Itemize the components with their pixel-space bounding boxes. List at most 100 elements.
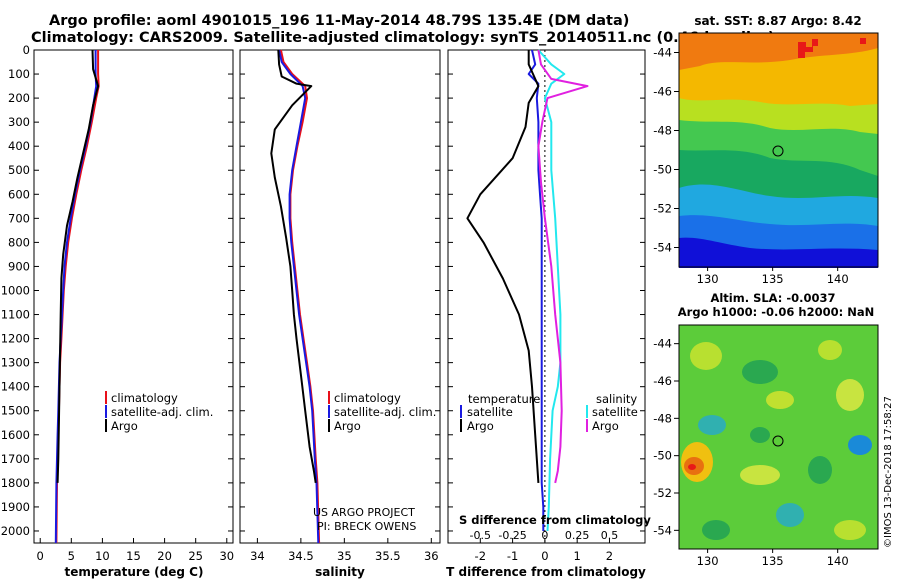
lat-tick-label: -52	[653, 486, 672, 500]
depth-tick-label: 1200	[1, 332, 30, 346]
lon-tick-label: 140	[827, 272, 849, 286]
depth-tick-label: 2000	[1, 524, 30, 538]
x-tick-label: 10	[95, 549, 110, 563]
map-axes: -44 -46 -48 -50 -52 -54 130 135 140 -44 -46 -48 -50 -…	[653, 46, 848, 569]
lat-tick-label: -44	[653, 46, 672, 60]
depth-tick-label: 1400	[1, 380, 30, 394]
s-tick-label: 0.5	[601, 529, 619, 542]
sla-blob	[834, 520, 866, 540]
lon-tick-label: 130	[697, 272, 719, 286]
x-tick-label: 0	[541, 549, 548, 563]
argo-float-marker	[772, 435, 784, 447]
sla-map-title-1: Altim. SLA: -0.0037	[710, 291, 835, 305]
legend-label-s-satellite: satellite	[592, 405, 638, 419]
lat-tick-label: -50	[653, 163, 672, 177]
x-tick-label: 20	[157, 549, 172, 563]
depth-tick-label: 600	[8, 187, 30, 201]
lat-tick-label: -46	[653, 374, 672, 388]
sst-warm-water	[679, 33, 878, 70]
lat-tick-label: -48	[653, 124, 672, 138]
sst-map	[678, 32, 879, 268]
depth-tick-label: 1800	[1, 476, 30, 490]
legend-label-t-satellite: satellite	[467, 405, 513, 419]
x-tick-label: 0	[37, 549, 44, 563]
legend-label-argo: Argo	[111, 419, 138, 433]
legend-label-satellite: satellite-adj. clim.	[334, 405, 436, 419]
sla-blob	[818, 340, 842, 360]
temperature-legend: climatology satellite-adj. clim. Argo	[105, 391, 213, 433]
x-tick-label: 34.5	[288, 549, 314, 563]
sla-blob	[698, 415, 726, 435]
depth-tick-label: 0	[23, 43, 30, 57]
sla-blob	[702, 520, 730, 540]
lat-tick-label: -52	[653, 202, 672, 216]
depth-tick-label: 700	[8, 211, 30, 225]
sla-blob	[776, 503, 804, 527]
sst-cold-water	[679, 237, 878, 268]
sst-map-frame	[678, 32, 879, 268]
title-line-2: Climatology: CARS2009. Satellite-adjuste…	[31, 30, 775, 46]
legend-title-temperature: temperature	[468, 392, 540, 406]
sst-hot-spot	[798, 39, 818, 58]
x-tick-label: 36	[424, 549, 439, 563]
legend-label-satellite: satellite-adj. clim.	[111, 405, 213, 419]
legend-title-salinity: salinity	[596, 392, 637, 406]
series-line-satellite-adj-clim-	[278, 49, 320, 544]
legend-label-argo: Argo	[334, 419, 361, 433]
s-difference-label: S difference from climatology	[459, 513, 651, 527]
series-line-argo	[270, 49, 317, 484]
sla-blob	[690, 342, 722, 370]
lon-tick-label: 135	[762, 272, 784, 286]
title-line-1: Argo profile: aoml 4901015_196 11-May-20…	[49, 13, 629, 29]
x-tick-label: 30	[219, 549, 234, 563]
sla-warm-eddy-center	[688, 464, 696, 470]
lat-tick-label: -54	[653, 241, 672, 255]
lat-tick-label: -44	[653, 337, 672, 351]
sst-map-title: sat. SST: 8.87 Argo: 8.42	[694, 14, 861, 28]
salinity-legend: climatology satellite-adj. clim. Argo	[328, 391, 436, 433]
sst-hot-spot	[860, 38, 866, 44]
x-tick-label: -2	[475, 549, 486, 563]
salinity-xlabel: salinity	[315, 565, 365, 579]
x-tick-label: 15	[126, 549, 141, 563]
x-tick-label: 35.5	[375, 549, 401, 563]
depth-tick-label: 800	[8, 235, 30, 249]
legend-label-s-argo: Argo	[592, 419, 619, 433]
series-line-argo	[56, 49, 100, 483]
lat-tick-label: -46	[653, 85, 672, 99]
depth-tick-label: 400	[8, 139, 30, 153]
sla-blob	[742, 360, 778, 384]
difference-xlabel: T difference from climatology	[446, 565, 646, 579]
x-tick-label: -1	[507, 549, 518, 563]
lat-tick-label: -48	[653, 411, 672, 425]
difference-panel-frame	[447, 49, 646, 544]
depth-tick-label: 1500	[1, 404, 30, 418]
sla-blob	[848, 435, 872, 455]
lon-tick-label: 140	[827, 554, 849, 568]
salinity-panel: 34 34.5 35 35.5 36	[240, 49, 440, 563]
lon-tick-label: 135	[762, 554, 784, 568]
depth-tick-label: 500	[8, 163, 30, 177]
x-tick-label: 1	[574, 549, 581, 563]
sla-blob	[766, 391, 794, 409]
temperature-xlabel: temperature (deg C)	[65, 565, 204, 579]
s-tick-label: -0.25	[498, 529, 526, 542]
series-line-salinity-argo	[537, 49, 589, 484]
depth-tick-label: 1300	[1, 356, 30, 370]
x-tick-label: 25	[188, 549, 203, 563]
sla-blob	[740, 465, 780, 485]
sla-map	[678, 324, 879, 550]
difference-legend: temperature salinity satellite Argo sate…	[460, 392, 638, 433]
depth-tick-label: 1000	[1, 283, 30, 297]
lat-tick-label: -50	[653, 449, 672, 463]
imos-timestamp: ©IMOS 13-Dec-2018 17:58:27	[883, 396, 894, 548]
series-line-temperature-argo	[466, 50, 540, 483]
x-tick-label: 5	[68, 549, 75, 563]
depth-tick-label: 1700	[1, 452, 30, 466]
difference-panel: -2 -1 0 1 2 -0.5 -0.25 0 0.25 0.5	[448, 49, 645, 563]
lon-tick-label: 130	[697, 554, 719, 568]
sla-blob	[836, 379, 864, 411]
x-tick-label: 35	[337, 549, 352, 563]
series-line-salinity-satellite	[537, 49, 566, 532]
s-tick-label: 0	[541, 529, 548, 542]
